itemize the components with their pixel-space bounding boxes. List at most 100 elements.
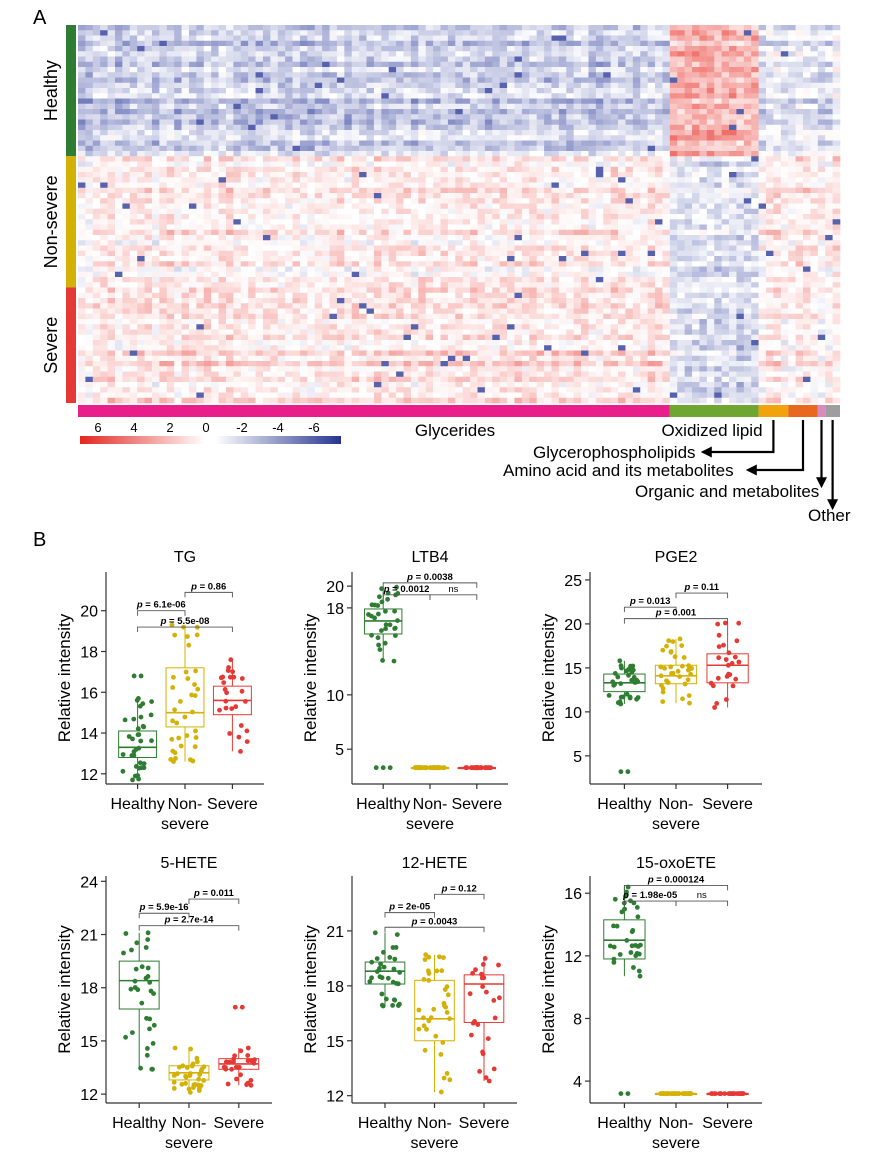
amino-acid-label: Amino acid and its metabolites [503, 461, 734, 480]
data-point [637, 973, 643, 979]
outlier-point [618, 769, 624, 775]
y-tick-label: 18 [80, 645, 98, 662]
heatmap-color-scale: 6 4 2 0 -2 -4 -6 [80, 420, 341, 444]
data-point [130, 1030, 135, 1035]
data-point [243, 699, 248, 704]
data-point [438, 1089, 444, 1095]
data-point [238, 723, 244, 728]
data-point [183, 1073, 189, 1079]
data-point [170, 685, 176, 690]
row-group-bar [66, 156, 76, 288]
data-point [393, 945, 399, 950]
data-point [424, 1026, 429, 1032]
data-point [730, 1091, 736, 1096]
data-point [193, 668, 199, 674]
data-point [392, 997, 398, 1003]
comparison-bracket [382, 594, 431, 600]
data-point [379, 599, 385, 605]
data-point [150, 1041, 156, 1046]
data-point [383, 608, 388, 614]
data-point [727, 672, 733, 677]
data-point [614, 923, 620, 929]
comparison-label: p = 0.0043 [411, 916, 458, 927]
data-point [726, 650, 732, 656]
data-point [148, 712, 154, 718]
data-point [444, 1010, 450, 1015]
data-point [672, 654, 678, 660]
data-point [615, 674, 621, 680]
x-tick-label: Non- [659, 1115, 694, 1132]
data-point [195, 1059, 200, 1065]
data-point [730, 683, 736, 689]
data-point [392, 626, 398, 631]
data-point [217, 707, 222, 713]
data-point [171, 674, 176, 680]
data-point [394, 932, 400, 937]
data-point [184, 1065, 190, 1070]
data-point [738, 1091, 744, 1096]
data-point [441, 955, 446, 960]
data-point [139, 1000, 145, 1006]
data-point [168, 757, 174, 762]
data-point [128, 986, 134, 992]
data-point [724, 697, 729, 702]
data-point [149, 738, 154, 744]
color-scale-bar [80, 436, 341, 444]
data-point [636, 968, 642, 974]
chart-title: 5-HETE [161, 855, 218, 872]
data-point [190, 758, 196, 764]
data-point [631, 900, 637, 906]
data-point [716, 655, 722, 661]
data-point [480, 1051, 486, 1057]
data-point [612, 896, 618, 902]
boxplot-panel: PGE2 5 10 15 20 25 Relative intensity Healthy No… [539, 549, 762, 833]
boxplot-panel: TG 12 14 16 18 20 Relative intensity Healthy Non… [55, 549, 264, 833]
data-point [447, 1077, 453, 1083]
data-point [130, 777, 135, 783]
data-point [715, 675, 721, 681]
color-scale-tick: 0 [202, 420, 209, 435]
row-group-label: Non-severe [41, 175, 61, 268]
data-point [685, 677, 691, 683]
data-point [611, 923, 616, 929]
data-point [195, 686, 201, 692]
heatmap-column-groups [78, 405, 840, 417]
data-point [633, 943, 638, 948]
x-tick-label: Non- [417, 1115, 452, 1132]
outlier-point [138, 673, 144, 679]
data-point [623, 893, 628, 899]
comparison-label: p = 2e-05 [388, 902, 431, 913]
data-point [223, 1059, 229, 1065]
data-point [136, 745, 142, 751]
comparison-label: p = 0.011 [193, 888, 235, 899]
color-scale-tick: -4 [272, 420, 284, 435]
data-point [375, 635, 381, 641]
data-point [422, 957, 428, 962]
data-point [482, 765, 488, 771]
data-point [634, 905, 640, 910]
data-point [385, 590, 391, 596]
data-point [441, 1075, 447, 1081]
data-point [377, 594, 382, 600]
y-tick-label: 12 [80, 1087, 98, 1104]
data-point [416, 1026, 422, 1032]
data-point [193, 728, 198, 734]
data-point [422, 765, 427, 771]
data-point [134, 940, 140, 946]
y-axis-label: Relative intensity [55, 613, 74, 742]
y-tick-label: 5 [573, 749, 582, 766]
data-point [712, 705, 717, 710]
data-point [631, 674, 637, 680]
comparison-bracket [382, 582, 478, 588]
data-point [221, 1064, 227, 1070]
comparison-bracket [623, 884, 729, 891]
data-point [675, 668, 681, 674]
data-point [634, 696, 639, 702]
data-point [483, 1075, 489, 1080]
data-point [228, 657, 234, 663]
data-point [387, 955, 393, 960]
data-point [141, 765, 147, 771]
outlier-point [239, 1004, 245, 1010]
data-point [426, 978, 432, 983]
data-point [440, 765, 446, 771]
